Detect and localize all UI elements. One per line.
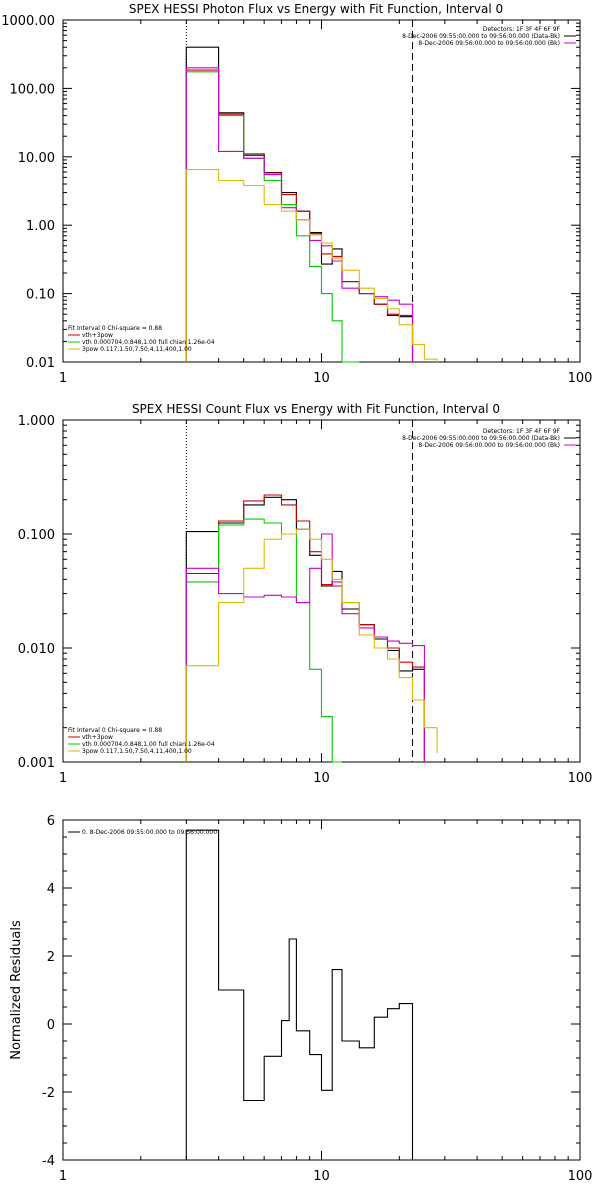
data-series-line — [185, 67, 414, 362]
y-tick-label: 0.100 — [18, 528, 55, 543]
y-tick-label: 0.01 — [26, 356, 55, 371]
plot-frame — [62, 19, 581, 363]
info-text: 8-Dec-2006 09:55:00.000 to 09:56:00.000 … — [402, 33, 560, 40]
info-text: Detectors: 1F 3F 4F 6F 9F — [483, 26, 561, 33]
info-text: 8-Dec-2006 09:56:00.000 to 09:56:00.000 … — [418, 442, 560, 449]
legend-entry: Fit Interval 0 Chi-square = 0.88 — [68, 727, 162, 734]
data-series-line — [185, 69, 414, 362]
chart-title: SPEX HESSI Count Flux vs Energy with Fit… — [132, 402, 500, 416]
y-tick-label: 2 — [47, 950, 55, 965]
y-tick-label: 0.010 — [18, 642, 55, 657]
y-tick-label: 1000.00 — [1, 14, 55, 29]
x-tick-label: 100 — [568, 371, 593, 386]
legend-entry: vth+3pow — [82, 332, 113, 339]
data-series-line — [185, 829, 414, 1160]
x-tick-label: 10 — [313, 371, 330, 386]
x-tick-label: 100 — [568, 1169, 593, 1184]
x-tick-label: 1 — [59, 1169, 67, 1184]
legend-entry: vth 0.000704,0.848,1.00 full chian 1.26e… — [82, 741, 215, 748]
y-axis-label: Normalized Residuals — [9, 920, 24, 1060]
x-tick-label: 1 — [59, 771, 67, 786]
residuals-chart: Normalized Residuals 1 10 100 -4 -2 0 2 4 6 0. 8-… — [9, 814, 592, 1184]
count-flux-chart: SPEX HESSI Count Flux vs Energy with Fit… — [18, 402, 593, 786]
data-series-line — [185, 533, 425, 762]
data-series-line — [185, 528, 438, 762]
info-text: 8-Dec-2006 09:56:00.000 to 09:56:00.000 … — [418, 40, 560, 47]
y-tick-label: -2 — [42, 1086, 55, 1101]
y-tick-label: 4 — [47, 882, 55, 897]
legend-entry: Fit Interval 0 Chi-square = 0.88 — [68, 325, 162, 332]
y-tick-label: 0.001 — [18, 756, 55, 771]
data-series-line — [185, 46, 414, 362]
y-tick-label: 6 — [47, 814, 55, 829]
x-tick-label: 10 — [313, 1169, 330, 1184]
y-tick-label: 1.00 — [26, 219, 55, 234]
photon-flux-chart: SPEX HESSI Photon Flux vs Energy with Fi… — [1, 2, 592, 386]
x-tick-label: 100 — [568, 771, 593, 786]
data-series-line — [185, 169, 438, 362]
y-tick-label: 100.00 — [10, 82, 56, 97]
info-text: 8-Dec-2006 09:55:00.000 to 09:56:00.000 … — [402, 435, 560, 442]
legend-entry: 0. 8-Dec-2006 09:55:00.000 to 09:56:00.0… — [82, 829, 217, 836]
legend-entry: vth+3pow — [82, 734, 113, 741]
data-series-line — [185, 494, 425, 762]
plot-frame — [62, 819, 581, 1161]
data-series-line — [185, 496, 425, 762]
data-series-line — [185, 71, 360, 363]
legend-entry: vth 0.000704,0.848,1.00 full chian 1.26e… — [82, 339, 215, 346]
legend-entry: 3pow 0.117,1.50,7.50,4.11,400,1.00 — [82, 748, 192, 755]
legend-entry: 3pow 0.117,1.50,7.50,4.11,400,1.00 — [82, 346, 192, 353]
y-tick-label: 0.10 — [26, 288, 55, 303]
chart-title: SPEX HESSI Photon Flux vs Energy with Fi… — [129, 2, 503, 16]
x-tick-label: 10 — [313, 771, 330, 786]
y-tick-label: 1.000 — [18, 414, 55, 429]
x-tick-label: 1 — [59, 371, 67, 386]
y-tick-label: -4 — [42, 1154, 55, 1169]
y-tick-label: 10.00 — [18, 151, 55, 166]
y-tick-label: 0 — [47, 1018, 55, 1033]
info-text: Detectors: 1F 3F 4F 6F 9F — [483, 428, 561, 435]
